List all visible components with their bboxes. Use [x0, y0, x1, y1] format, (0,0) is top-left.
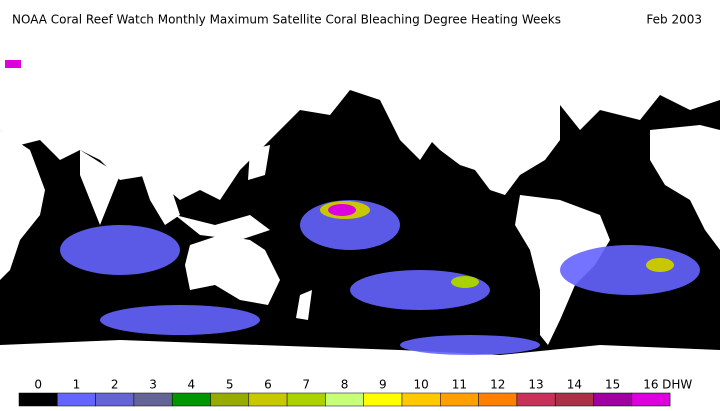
- legend-swatch: [210, 392, 250, 407]
- legend-swatch: [593, 392, 633, 407]
- legend-tick-label: 14: [567, 378, 582, 392]
- legend-tick-label: 9: [379, 378, 387, 392]
- legend-swatch: [286, 392, 326, 407]
- legend-swatch: [554, 392, 594, 407]
- legend-unit: DHW: [662, 378, 692, 392]
- legend-tick-label: 1: [73, 378, 81, 392]
- legend-tick-label: 12: [490, 378, 505, 392]
- legend-swatch: [440, 392, 479, 407]
- legend-swatch: [18, 392, 58, 407]
- legend-tick-label: 0: [34, 378, 42, 392]
- color-legend: 0 1 2 3 4 5 6 7 8 9 10 11 12 13 14 15 16 DHW: [18, 378, 692, 407]
- map-date: Feb 2003: [646, 13, 702, 27]
- legend-tick-label: 2: [111, 378, 119, 392]
- legend-tick-label: 16: [643, 378, 658, 392]
- legend-swatch: [401, 392, 441, 407]
- legend-tick-label: 4: [188, 378, 196, 392]
- legend-tick-label: 13: [528, 378, 543, 392]
- legend-tick-label: 6: [264, 378, 272, 392]
- legend-swatch: [57, 392, 96, 407]
- legend-tick-label: 10: [414, 378, 429, 392]
- legend-tick-label: 3: [149, 378, 157, 392]
- legend-swatch: [478, 392, 518, 407]
- legend-swatch: [133, 392, 173, 407]
- legend-swatch: [248, 392, 288, 407]
- map: [0, 40, 720, 365]
- legend-tick-label: 8: [341, 378, 349, 392]
- legend-tick-label: 5: [226, 378, 234, 392]
- legend-swatch: [363, 392, 403, 407]
- legend-tick-label: 15: [605, 378, 620, 392]
- legend-swatch: [325, 392, 364, 407]
- legend-tick-label: 7: [302, 378, 310, 392]
- legend-swatch: [631, 392, 671, 407]
- legend-tick-label: 11: [452, 378, 467, 392]
- legend-swatch: [516, 392, 556, 407]
- map-title: NOAA Coral Reef Watch Monthly Maximum Sa…: [12, 13, 561, 27]
- legend-swatch: [171, 392, 211, 407]
- legend-swatch: [95, 392, 135, 407]
